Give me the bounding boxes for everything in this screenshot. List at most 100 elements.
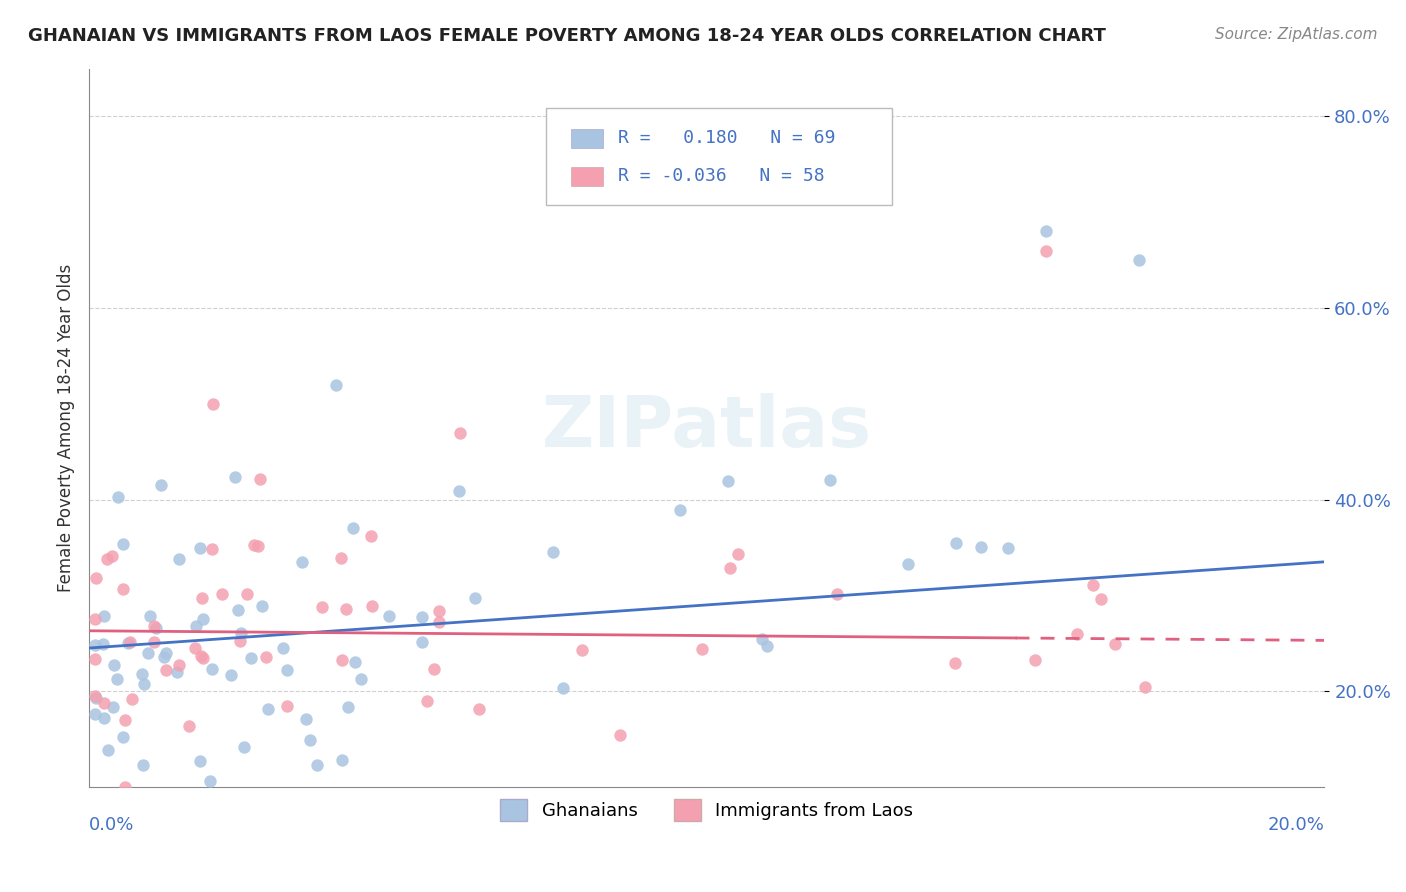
Point [229,626,252,640]
Point [184,641,207,656]
Point [350,672,373,686]
Point [117,636,139,650]
Point [233,739,256,754]
Point [1066,627,1088,641]
Point [114,713,136,727]
Point [97,743,120,757]
Point [825,587,848,601]
Text: Source: ZipAtlas.com: Source: ZipAtlas.com [1215,27,1378,42]
Point [343,655,366,669]
Point [378,609,401,624]
Point [201,397,224,411]
Point [93,609,115,624]
Point [84,707,107,722]
Point [541,545,564,559]
Point [1104,637,1126,651]
Point [84,690,107,704]
Point [427,615,450,630]
Point [1024,653,1046,667]
Point [134,677,156,691]
Point [276,698,298,713]
Point [86,690,108,705]
Legend: Ghanaians, Immigrants from Laos: Ghanaians, Immigrants from Laos [494,792,921,828]
Point [177,719,200,733]
Point [411,609,433,624]
Point [1090,592,1112,607]
Point [690,641,713,656]
Point [718,561,741,575]
Point [1035,244,1057,258]
Point [360,529,382,543]
Point [240,651,263,665]
Point [112,537,135,551]
Point [330,753,353,767]
Point [236,587,259,601]
Point [84,638,107,652]
Point [211,586,233,600]
Point [820,474,842,488]
Point [198,773,221,788]
Point [155,646,177,660]
Text: 0.0%: 0.0% [89,815,135,834]
Point [449,425,471,440]
Point [190,648,212,663]
Point [897,558,920,572]
Point [551,681,574,695]
Point [668,503,690,517]
Point [1128,253,1150,268]
Point [118,635,141,649]
Point [247,539,270,553]
Point [150,478,173,492]
Point [755,640,778,654]
Point [96,552,118,566]
Point [305,757,328,772]
Text: ZIPatlas: ZIPatlas [541,393,872,462]
Point [311,600,333,615]
Point [155,663,177,677]
Point [271,641,294,656]
Point [295,712,318,726]
Point [112,582,135,596]
Point [970,540,993,554]
Point [84,612,107,626]
Point [167,552,190,566]
Point [727,547,749,561]
Point [139,608,162,623]
Point [243,538,266,552]
Point [226,603,249,617]
Point [411,635,433,649]
Point [997,541,1019,556]
Point [101,549,124,563]
Point [145,621,167,635]
Point [325,377,347,392]
Point [361,599,384,613]
Point [93,711,115,725]
Point [276,663,298,677]
Point [166,665,188,679]
Point [415,694,437,708]
Point [229,634,252,648]
Point [298,732,321,747]
Point [717,474,740,488]
Point [188,541,211,556]
Point [105,672,128,686]
Point [464,591,486,605]
Point [131,667,153,681]
Point [201,542,224,557]
Point [249,472,271,486]
Point [342,521,364,535]
Point [751,632,773,646]
Point [943,656,966,670]
Point [93,696,115,710]
Point [945,536,967,550]
Point [329,551,352,566]
Point [571,643,593,657]
Point [138,646,160,660]
Point [191,591,214,606]
Point [256,702,278,716]
Point [447,483,470,498]
Text: R = -0.036   N = 58: R = -0.036 N = 58 [617,168,824,186]
FancyBboxPatch shape [571,167,603,186]
Point [1135,681,1157,695]
Point [191,612,214,626]
